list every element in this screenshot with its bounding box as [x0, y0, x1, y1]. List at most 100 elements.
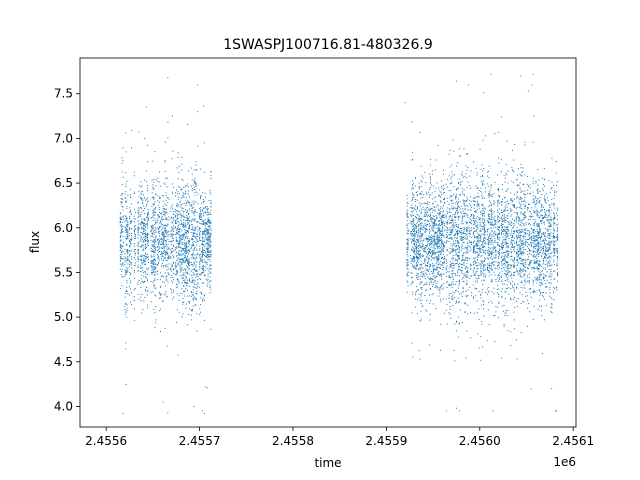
data-point	[175, 246, 177, 248]
data-point	[193, 248, 195, 250]
data-point	[182, 234, 184, 236]
data-point	[199, 216, 201, 218]
data-point	[448, 251, 450, 253]
data-point	[182, 241, 184, 243]
data-point	[157, 264, 159, 266]
data-point	[206, 210, 208, 212]
data-point	[154, 294, 156, 296]
data-point	[205, 248, 207, 250]
data-point	[120, 252, 122, 254]
data-point	[463, 203, 465, 205]
data-point	[201, 258, 203, 260]
data-point	[153, 214, 155, 216]
data-point	[429, 194, 431, 196]
data-point	[458, 255, 460, 257]
data-point	[479, 219, 481, 221]
data-point	[144, 197, 146, 199]
data-point	[186, 217, 188, 219]
data-point	[418, 187, 420, 189]
data-point	[154, 268, 156, 270]
data-point	[438, 224, 440, 226]
data-point	[188, 213, 190, 215]
data-point	[458, 251, 460, 253]
data-point	[491, 196, 493, 198]
data-point	[165, 192, 167, 194]
data-point	[457, 233, 459, 235]
data-point	[445, 258, 447, 260]
data-point	[459, 309, 461, 311]
data-point	[166, 212, 168, 214]
data-point	[137, 251, 139, 253]
data-point	[164, 250, 166, 252]
data-point	[471, 292, 473, 294]
data-point	[490, 215, 492, 217]
data-point	[187, 273, 189, 275]
data-point	[121, 198, 123, 200]
data-point	[442, 211, 444, 213]
data-point	[426, 193, 428, 195]
data-point	[172, 204, 174, 206]
data-point	[412, 151, 414, 153]
data-point	[497, 236, 499, 238]
data-point	[174, 234, 176, 235]
data-point	[181, 248, 183, 250]
data-point	[121, 268, 123, 270]
data-point	[119, 260, 121, 262]
data-point	[152, 230, 154, 232]
data-point	[141, 236, 143, 238]
data-point	[421, 222, 423, 224]
data-point	[133, 299, 135, 301]
data-point	[177, 245, 179, 247]
data-point	[455, 202, 457, 204]
data-point	[187, 210, 189, 212]
data-point	[194, 304, 196, 306]
data-point	[463, 259, 465, 261]
data-point	[431, 192, 433, 194]
data-point	[137, 229, 139, 231]
data-point	[204, 230, 206, 232]
data-point	[146, 216, 148, 218]
data-point	[125, 384, 127, 386]
data-point	[495, 280, 497, 282]
data-point	[466, 214, 468, 216]
data-point	[426, 224, 428, 226]
data-point	[473, 312, 475, 314]
data-point	[466, 200, 468, 202]
data-point	[157, 219, 159, 221]
data-point	[170, 210, 172, 212]
data-point	[146, 294, 148, 296]
data-point	[193, 282, 195, 284]
data-point	[442, 262, 444, 264]
data-point	[137, 246, 139, 248]
data-point	[412, 207, 414, 209]
data-point	[436, 237, 438, 239]
data-point	[434, 190, 436, 192]
data-point	[125, 185, 127, 187]
data-point	[457, 297, 459, 299]
data-point	[140, 206, 142, 208]
data-point	[451, 297, 453, 299]
data-point	[185, 249, 187, 251]
data-point	[417, 218, 419, 220]
data-point	[438, 256, 440, 258]
data-point	[428, 247, 429, 249]
data-point	[438, 250, 440, 252]
data-point	[201, 220, 203, 222]
data-point	[436, 243, 438, 245]
data-point	[434, 220, 436, 222]
data-point	[413, 228, 415, 230]
data-point	[121, 231, 123, 233]
data-point	[427, 270, 429, 272]
data-point	[157, 250, 159, 252]
data-point	[498, 296, 500, 298]
data-point	[497, 201, 499, 203]
data-point	[482, 284, 484, 286]
data-point	[423, 194, 425, 196]
data-point	[423, 251, 425, 253]
data-point	[178, 242, 180, 244]
data-point	[145, 237, 147, 239]
data-point	[488, 177, 490, 179]
data-point	[127, 250, 129, 252]
data-point	[483, 237, 485, 239]
data-point	[141, 245, 143, 247]
